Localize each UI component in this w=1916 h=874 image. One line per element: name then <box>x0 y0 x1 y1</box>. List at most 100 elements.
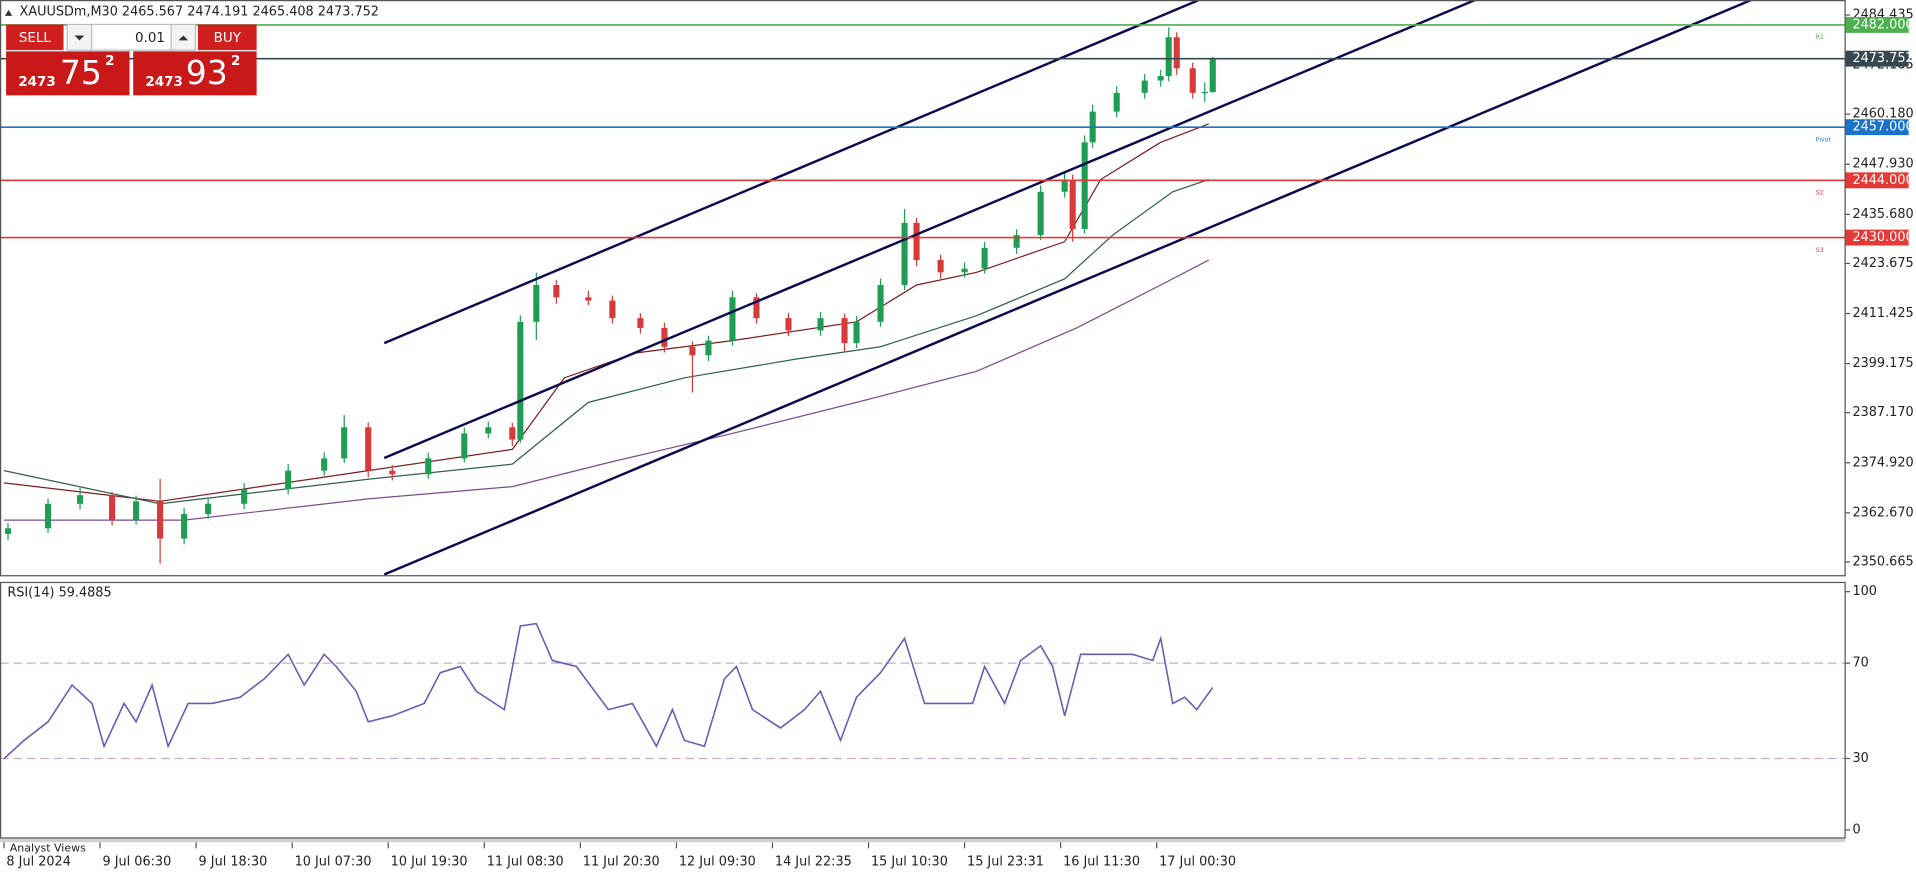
candle-body <box>461 433 468 459</box>
tab-label[interactable]: Analyst Views <box>10 841 86 854</box>
candle-body <box>44 503 52 529</box>
moving-average <box>3 178 1209 505</box>
candle-body <box>841 318 848 344</box>
x-tick-label: 10 Jul 07:30 <box>295 854 372 869</box>
bid-box[interactable] <box>6 51 130 96</box>
candle-body <box>729 297 736 341</box>
candle-body <box>1113 92 1120 112</box>
bid-pips: 75 <box>60 53 102 92</box>
candle-body <box>341 427 348 459</box>
price-level-label: 2482.000 <box>1852 17 1913 32</box>
y-tick-label: 2411.425 <box>1852 306 1913 321</box>
candle-body <box>705 340 712 356</box>
x-tick-label: 8 Jul 2024 <box>6 854 70 869</box>
bid-frac: 2 <box>105 54 114 69</box>
y-tick-label: 0 <box>1852 822 1860 837</box>
candle-body <box>365 427 372 471</box>
price-level-label: 2430.000 <box>1852 230 1913 245</box>
y-tick-label: 2350.665 <box>1852 554 1913 569</box>
candle-body <box>1201 92 1208 94</box>
candle-body <box>913 222 920 261</box>
rsi-line <box>3 622 1214 760</box>
candle-body <box>1165 37 1172 77</box>
x-tick-label: 17 Jul 00:30 <box>1159 854 1236 869</box>
volume-value[interactable]: 0.01 <box>135 31 165 46</box>
x-tick-label: 10 Jul 19:30 <box>391 854 468 869</box>
candle-body <box>181 513 188 539</box>
ask-box[interactable] <box>133 51 257 96</box>
collapse-icon[interactable] <box>4 9 13 16</box>
channel-line <box>383 0 1479 460</box>
channel-line <box>383 0 1755 576</box>
tab-strip <box>0 838 1846 843</box>
candle-body <box>76 495 84 504</box>
y-tick-label: 70 <box>1852 656 1868 671</box>
candle-body <box>1061 179 1068 192</box>
x-tick-label: 9 Jul 06:30 <box>103 854 172 869</box>
rsi-title: RSI(14) 59.4885 <box>7 585 111 600</box>
y-tick-label: 30 <box>1852 751 1868 766</box>
candle-body <box>661 327 668 347</box>
x-tick-label: 14 Jul 22:35 <box>775 854 852 869</box>
ask-big: 2473 <box>145 75 182 90</box>
candle-body <box>901 222 908 286</box>
candle-body <box>517 321 524 440</box>
candle-body <box>205 503 212 514</box>
y-tick-label: 2460.180 <box>1852 107 1913 122</box>
rsi-plot <box>0 622 1846 760</box>
price-frame <box>0 0 1846 577</box>
candle-body <box>1173 37 1180 69</box>
candle-body <box>753 297 760 319</box>
candle-body <box>609 300 616 319</box>
candle-body <box>1157 76 1164 81</box>
sell-button[interactable] <box>6 24 64 51</box>
down-arrow <box>74 35 85 41</box>
candle-body <box>937 260 944 273</box>
x-tick-label: 11 Jul 20:30 <box>583 854 660 869</box>
y-tick-label: 100 <box>1852 584 1876 599</box>
price-level-label: 2473.752 <box>1852 51 1913 66</box>
candle-body <box>133 501 140 520</box>
y-tick-label: 2447.930 <box>1852 157 1913 172</box>
ask-pips: 93 <box>186 53 228 92</box>
price-level-box <box>1845 172 1909 189</box>
candle-body <box>1081 142 1088 229</box>
level-name: Pivot <box>1816 136 1832 143</box>
candle-body <box>1141 80 1148 93</box>
candle-body <box>485 427 492 434</box>
buy-button[interactable] <box>197 24 257 51</box>
candle-body <box>961 268 968 273</box>
channel-line <box>383 0 1203 345</box>
level-name: S3 <box>1816 247 1824 254</box>
trade-panel: SELL 0.01 BUY 2473 75 2 2473 93 2 <box>6 23 257 96</box>
candle-body <box>853 321 860 344</box>
candle-body <box>321 458 328 471</box>
y-tick-label: 2435.680 <box>1852 207 1913 222</box>
bid-big: 2473 <box>18 75 55 90</box>
buy-label[interactable]: BUY <box>214 31 242 46</box>
candle-body <box>689 346 696 356</box>
candle-body <box>285 470 292 490</box>
x-tick-label: 9 Jul 18:30 <box>199 854 268 869</box>
x-tick-label: 11 Jul 08:30 <box>487 854 564 869</box>
up-arrow <box>178 35 189 41</box>
y-tick-label: 2362.670 <box>1852 505 1913 520</box>
candle-body <box>1209 58 1216 93</box>
price-level-box <box>1845 229 1909 246</box>
candle-body <box>157 501 164 539</box>
y-tick-label: 2374.920 <box>1852 455 1913 470</box>
axes: 2484.4352472.1852460.1802447.9302435.680… <box>3 7 1914 869</box>
price-level-box <box>1845 119 1909 136</box>
moving-average <box>4 259 1210 521</box>
candle-body <box>4 528 12 535</box>
sell-label[interactable]: SELL <box>19 31 52 46</box>
price-plot <box>0 0 1846 576</box>
x-tick-label: 16 Jul 11:30 <box>1063 854 1140 869</box>
level-name: S2 <box>1816 190 1824 197</box>
candle-body <box>785 318 792 331</box>
x-tick-label: 15 Jul 23:31 <box>967 854 1044 869</box>
ask-frac: 2 <box>231 54 240 69</box>
